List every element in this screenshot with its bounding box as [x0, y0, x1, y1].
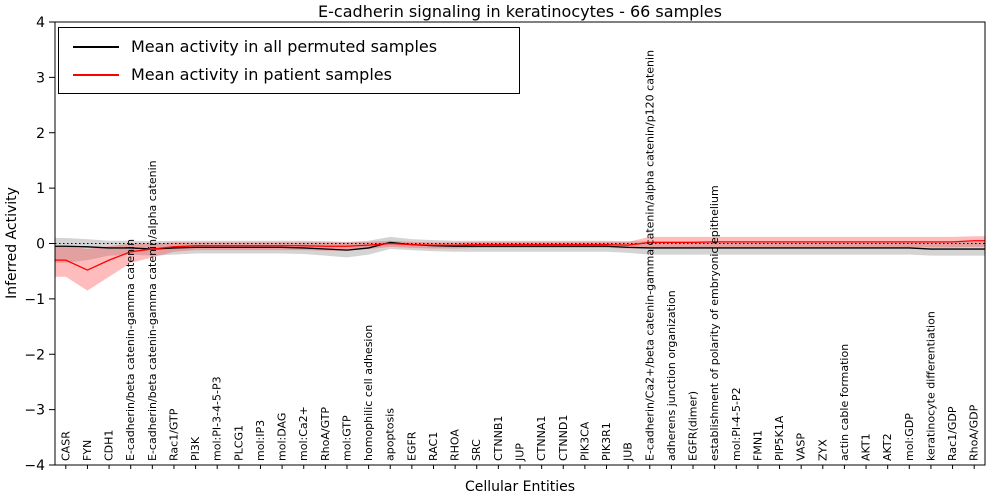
x-tick-label: mol:IP3	[254, 420, 267, 461]
x-tick-label: CDH1	[103, 430, 116, 461]
x-tick-label: JUP	[514, 443, 527, 462]
x-tick-label: FMN1	[751, 430, 764, 461]
mean-line-patient	[55, 240, 985, 271]
x-tick-label: JUB	[622, 442, 635, 462]
y-tick-label: −3	[24, 403, 45, 419]
legend-item-patient: Mean activity in patient samples	[73, 65, 505, 84]
y-tick-label: 0	[36, 237, 45, 253]
x-tick-label: mol:PI-3-4-5-P3	[211, 376, 224, 461]
y-tick-label: 4	[36, 15, 45, 31]
y-tick-label: −1	[24, 292, 45, 308]
x-tick-label: SRC	[470, 439, 483, 461]
legend-label-permuted: Mean activity in all permuted samples	[131, 37, 438, 56]
x-tick-label: E-cadherin/beta catenin-gamma catenin	[124, 239, 137, 461]
x-tick-label: keratinocyte differentiation	[924, 311, 937, 461]
x-tick-label: AKT2	[881, 433, 894, 461]
x-tick-label: mol:DAG	[276, 413, 289, 461]
x-tick-label: AKT1	[860, 433, 873, 461]
x-tick-label: PIK3CA	[578, 421, 591, 461]
y-tick-label: 3	[36, 70, 45, 86]
x-tick-label: RhoA/GDP	[968, 404, 981, 461]
x-tick-label: RAC1	[427, 432, 440, 461]
y-tick-label: 2	[36, 126, 45, 142]
x-tick-label: establishment of polarity of embryonic e…	[708, 185, 721, 461]
legend: Mean activity in all permuted samples Me…	[58, 27, 520, 94]
x-tick-label: CTNND1	[557, 415, 570, 461]
x-tick-label: mol:Ca2+	[297, 406, 310, 461]
x-tick-label: EGFR(dimer)	[687, 391, 700, 461]
x-tick-label: CTNNB1	[492, 416, 505, 461]
legend-item-permuted: Mean activity in all permuted samples	[73, 37, 505, 56]
y-tick-label: 1	[36, 181, 45, 197]
confidence-band-patient	[55, 236, 985, 291]
x-tick-label: E-cadherin/beta catenin-gamma catenin/al…	[146, 160, 159, 461]
x-axis-label: Cellular Entities	[464, 479, 576, 495]
x-tick-label: mol:PI-4-5-P2	[730, 387, 743, 461]
x-tick-label: Rac1/GTP	[167, 408, 180, 461]
y-tick-label: −2	[24, 347, 45, 363]
x-tick-label: Rac1/GDP	[946, 406, 959, 461]
legend-label-patient: Mean activity in patient samples	[131, 65, 392, 84]
mean-line-permuted	[55, 241, 985, 251]
x-tick-label: FYN	[81, 440, 94, 461]
x-tick-label: CTNNA1	[535, 416, 548, 461]
x-tick-label: actin cable formation	[838, 344, 851, 461]
x-tick-label: RHOA	[449, 429, 462, 461]
chart-title: E-cadherin signaling in keratinocytes - …	[318, 2, 722, 21]
x-tick-label: RhoA/GTP	[319, 407, 332, 461]
x-tick-label: CASR	[59, 431, 72, 461]
legend-line-permuted-icon	[73, 45, 119, 48]
x-tick-label: PI3K	[189, 436, 202, 461]
x-tick-label: ZYX	[816, 439, 829, 461]
y-axis-label: Inferred Activity	[4, 187, 20, 299]
x-tick-label: VASP	[795, 433, 808, 461]
legend-line-patient-icon	[73, 73, 119, 76]
x-tick-label: PIP5K1A	[773, 415, 786, 461]
x-tick-label: apoptosis	[384, 408, 397, 461]
x-tick-label: PIK3R1	[600, 422, 613, 461]
x-tick-label: PLCG1	[232, 425, 245, 461]
x-tick-label: homophilic cell adhesion	[362, 325, 375, 461]
x-tick-label: mol:GTP	[340, 415, 353, 461]
x-tick-label: EGFR	[405, 431, 418, 461]
x-tick-label: adherens junction organization	[665, 290, 678, 461]
y-tick-label: −4	[24, 458, 45, 474]
x-tick-label: mol:GDP	[903, 413, 916, 461]
x-tick-label: E-cadherin/Ca2+/beta catenin-gamma caten…	[643, 50, 656, 461]
